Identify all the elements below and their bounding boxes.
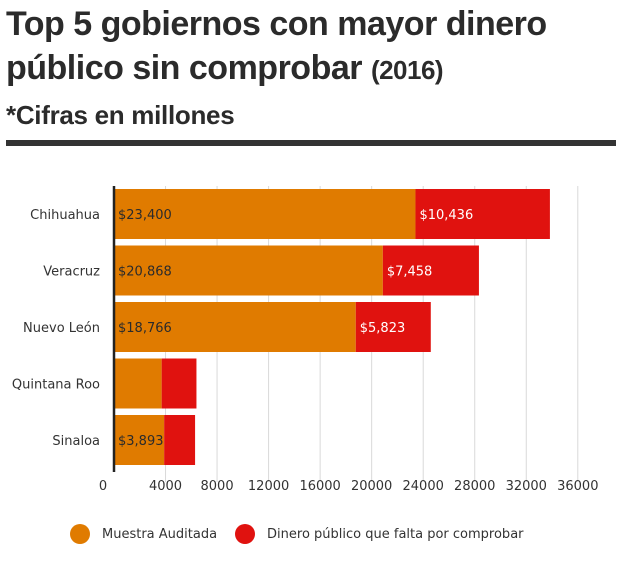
chart-subtitle: *Cifras en millones	[6, 100, 235, 130]
legend-item-missing: Dinero público que falta por comprobar	[235, 524, 524, 544]
category-label: Quintana Roo	[12, 378, 100, 393]
category-label: Sinaloa	[52, 434, 100, 449]
bar-missing	[382, 245, 479, 296]
x-tick-label: 12000	[248, 479, 289, 494]
x-tick-label: 36000	[557, 479, 598, 494]
x-tick-label: 16000	[299, 479, 340, 494]
data-label: $10,436	[419, 208, 473, 223]
legend-item-audited: Muestra Auditada	[70, 524, 217, 544]
x-tick-label: 20000	[351, 479, 392, 494]
category-label: Veracruz	[43, 265, 100, 280]
legend-label-audited: Muestra Auditada	[102, 526, 218, 542]
data-label: $20,868	[118, 265, 172, 280]
bar-missing	[355, 302, 431, 352]
x-tick-label: 24000	[403, 479, 444, 494]
legend-swatch-missing	[235, 524, 256, 544]
x-tick-label: 28000	[454, 479, 495, 494]
bar-audited	[114, 245, 383, 296]
bar-missing	[164, 415, 196, 465]
bar-audited	[114, 415, 165, 465]
legend-label-missing: Dinero público que falta por comprobar	[267, 526, 524, 542]
category-label: Chihuahua	[30, 208, 100, 223]
data-label: $3,893	[118, 434, 164, 449]
x-tick-label: 4000	[149, 479, 182, 494]
chart-legend: Muestra Auditada Dinero público que falt…	[70, 524, 542, 544]
legend-swatch-audited	[70, 524, 90, 544]
data-label: $18,766	[118, 321, 172, 336]
data-label: $23,400	[118, 208, 172, 223]
data-label: $5,823	[360, 321, 406, 336]
data-label: $7,458	[387, 265, 433, 280]
bar-missing	[415, 189, 550, 239]
chart-title-year: (2016)	[370, 55, 444, 85]
chart-title: Top 5 gobiernos con mayor dinero público…	[6, 2, 616, 92]
x-tick-label: 0	[99, 479, 107, 494]
bar-missing	[161, 358, 197, 409]
category-label: Nuevo León	[23, 321, 100, 336]
title-divider	[6, 140, 616, 146]
chart-title-main: Top 5 gobiernos con mayor dinero público…	[6, 5, 547, 87]
bar-audited	[114, 302, 356, 352]
bar-audited	[114, 358, 162, 409]
x-tick-label: 8000	[201, 479, 234, 494]
bar-audited	[114, 189, 416, 239]
x-tick-label: 32000	[506, 479, 547, 494]
